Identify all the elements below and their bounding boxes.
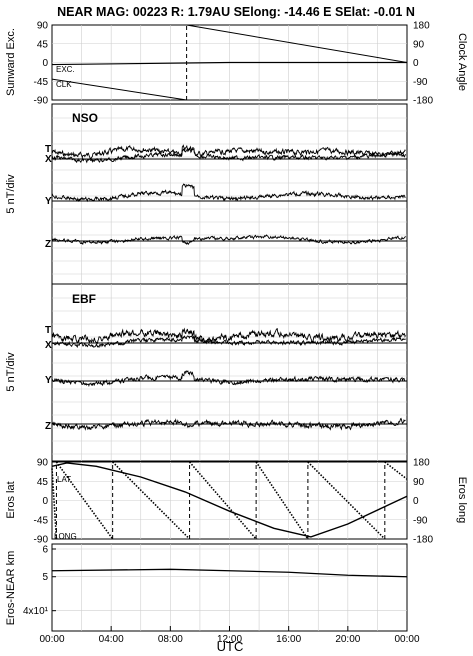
sunward-exc-ylabel: Sunward Exc. — [5, 28, 17, 96]
ebf-component-t: T — [45, 325, 51, 336]
distance-series-line — [51, 568, 408, 578]
nso-y-trace — [51, 183, 406, 203]
long-series-line — [51, 468, 58, 540]
ebf-x-trace — [51, 334, 406, 349]
x-tick-label: 20:00 — [335, 634, 360, 645]
long-series-line — [188, 461, 257, 540]
panel-eros-lat-long: 90 45 0 -45 -90 180 90 0 -90 -180 Eros lat Eros l… — [5, 458, 468, 546]
nso-component-y: Y — [45, 196, 52, 207]
y-tick-label-right: -180 — [413, 535, 433, 546]
y-tick-label-left: -45 — [34, 77, 49, 88]
y-tick-label-right: 90 — [413, 477, 425, 488]
x-tick-label: 00:00 — [394, 634, 419, 645]
y-tick-label-left: 6 — [42, 544, 48, 555]
clk-series-label: CLK — [56, 80, 72, 89]
y-tick-label-left: 90 — [37, 21, 49, 32]
long-series-line — [255, 461, 309, 540]
nso-section-label: NSO — [72, 111, 98, 125]
panel-eros-near-km: 6 5 4x10¹ Eros-NEAR km — [5, 543, 408, 632]
y-tick-label-right: -90 — [413, 515, 428, 526]
long-series-label: LONG — [54, 532, 77, 541]
ebf-z-trace — [51, 417, 406, 431]
exc-series-label: EXC. — [56, 65, 75, 74]
figure-title: NEAR MAG: 00223 R: 1.79AU SElong: -14.46… — [57, 5, 415, 19]
x-tick-label: 04:00 — [99, 634, 124, 645]
clk-series-line — [51, 78, 187, 101]
ebf-y-trace — [51, 370, 406, 388]
y-tick-label-right: -90 — [413, 77, 428, 88]
x-tick-label: 12:00 — [217, 634, 242, 645]
eros-lat-ylabel: Eros lat — [5, 481, 17, 518]
y-tick-label-right: 90 — [413, 39, 425, 50]
long-series-line — [384, 461, 408, 480]
nso-t-trace — [51, 144, 406, 159]
y-tick-label-left: -45 — [34, 515, 49, 526]
panel-ebf: EBF 5 nT/div T X Y Z — [5, 283, 408, 462]
lat-series-line — [51, 462, 408, 538]
y-tick-label-left: 0 — [42, 496, 48, 507]
lat-series-label: LAT — [57, 475, 71, 484]
y-tick-label-left: -90 — [34, 535, 49, 546]
y-tick-label-right: 180 — [413, 458, 430, 469]
y-tick-label-left: 90 — [37, 458, 49, 469]
exc-series-line — [51, 61, 407, 66]
nso-ylabel: 5 nT/div — [5, 174, 17, 214]
panel-sunward-exc: 90 45 0 -45 -90 180 90 0 -90 -180 Sunward Exc. Cl… — [5, 21, 468, 107]
ebf-component-z: Z — [45, 421, 51, 432]
ebf-section-label: EBF — [72, 292, 96, 306]
nso-component-x: X — [45, 154, 52, 165]
clk-series-line — [186, 24, 408, 63]
y-tick-label-right: 180 — [413, 21, 430, 32]
long-series-line — [112, 461, 191, 540]
x-axis-label: UTC — [217, 639, 244, 654]
y-tick-label-right: 0 — [413, 496, 419, 507]
nso-component-t: T — [45, 144, 51, 155]
x-tick-label: 00:00 — [39, 634, 64, 645]
y-tick-label-left: 0 — [42, 58, 48, 69]
y-tick-label-right: 0 — [413, 58, 419, 69]
eros-near-ylabel: Eros-NEAR km — [5, 551, 17, 626]
panel-nso: NSO 5 nT/div T X Y Z — [5, 103, 408, 285]
y-tick-label-left: 5 — [42, 572, 48, 583]
y-tick-label-left: 45 — [37, 39, 49, 50]
x-axis: 00:00 04:00 08:00 12:00 16:00 20:00 00:00 — [39, 626, 420, 645]
ebf-ylabel: 5 nT/div — [5, 352, 17, 392]
nso-x-trace — [51, 148, 406, 164]
ebf-t-trace — [51, 327, 406, 345]
y-tick-label-right: -180 — [413, 96, 433, 107]
y-tick-label-left: 4x10¹ — [23, 606, 49, 617]
nso-component-z: Z — [45, 239, 51, 250]
x-tick-label: 08:00 — [158, 634, 183, 645]
ebf-component-x: X — [45, 340, 52, 351]
y-tick-label-left: -90 — [34, 96, 49, 107]
ebf-component-y: Y — [45, 375, 52, 386]
x-tick-label: 16:00 — [276, 634, 301, 645]
long-series-line — [55, 461, 114, 540]
nso-z-trace — [51, 234, 406, 245]
long-series-line — [307, 461, 386, 540]
clock-angle-ylabel: Clock Angle — [456, 33, 468, 91]
y-tick-label-left: 45 — [37, 477, 49, 488]
eros-long-ylabel: Eros long — [456, 477, 468, 523]
